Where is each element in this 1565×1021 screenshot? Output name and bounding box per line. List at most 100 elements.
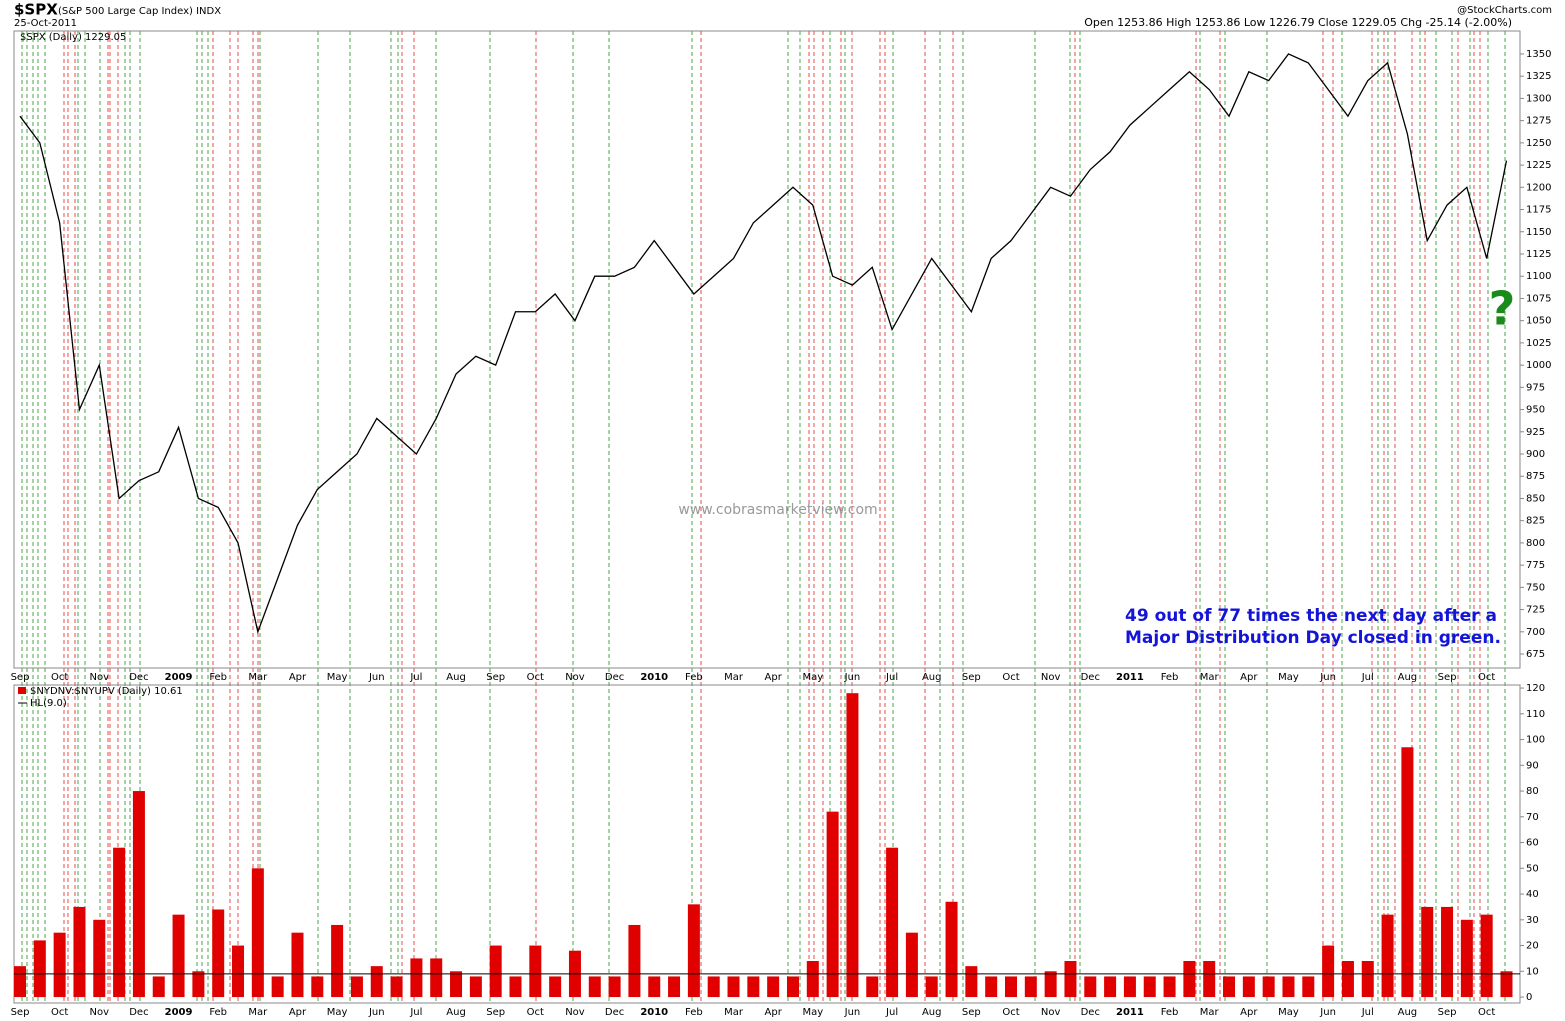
bar bbox=[1203, 961, 1216, 998]
x-tick-label: Feb bbox=[209, 1007, 227, 1018]
bar bbox=[886, 847, 899, 998]
index-name: (S&P 500 Large Cap Index) INDX bbox=[58, 6, 221, 17]
x-tick-label: Aug bbox=[446, 672, 466, 683]
date: 25-Oct-2011 bbox=[14, 18, 77, 29]
x-tick-label: Apr bbox=[765, 1007, 783, 1018]
y-tick-label: 10 bbox=[1526, 966, 1539, 977]
bar bbox=[1123, 976, 1136, 998]
x-tick-label: Oct bbox=[527, 672, 544, 683]
x-tick-label: Oct bbox=[1478, 672, 1495, 683]
x-tick-label: Jul bbox=[885, 1007, 898, 1018]
x-tick-label: Jun bbox=[844, 1007, 861, 1018]
bar bbox=[1005, 976, 1017, 998]
price-panel bbox=[13, 30, 1521, 669]
x-tick-label: Aug bbox=[922, 1007, 942, 1018]
price-legend: $SPX (Daily) 1229.05 bbox=[20, 32, 126, 43]
y-tick-label: 120 bbox=[1526, 683, 1545, 694]
x-tick-label: Jun bbox=[1319, 672, 1336, 683]
x-tick-label: Aug bbox=[446, 1007, 466, 1018]
y-tick-label: 1300 bbox=[1526, 93, 1551, 104]
y-tick-label: 1200 bbox=[1526, 182, 1551, 193]
y-tick-label: 60 bbox=[1526, 838, 1539, 849]
x-tick-label: Nov bbox=[565, 1007, 585, 1018]
bar bbox=[1361, 961, 1374, 998]
x-tick-label: Nov bbox=[565, 672, 585, 683]
x-tick-label: Sep bbox=[1438, 672, 1457, 683]
bar bbox=[588, 976, 601, 998]
x-tick-label: Sep bbox=[962, 1007, 981, 1018]
y-tick-label: 70 bbox=[1526, 812, 1539, 823]
bar bbox=[1500, 971, 1513, 998]
x-tick-label: May bbox=[327, 1007, 348, 1018]
bar bbox=[152, 976, 165, 998]
y-tick-label: 950 bbox=[1526, 405, 1545, 416]
x-tick-label: Feb bbox=[685, 672, 703, 683]
x-tick-label: 2010 bbox=[640, 672, 668, 683]
bar bbox=[410, 958, 423, 998]
bar bbox=[14, 966, 26, 998]
bar bbox=[985, 976, 998, 998]
x-tick-label: Mar bbox=[1200, 1007, 1220, 1018]
bar bbox=[1143, 976, 1156, 998]
bar bbox=[846, 693, 859, 998]
bar bbox=[1024, 976, 1037, 998]
x-tick-label: Apr bbox=[765, 672, 783, 683]
bar bbox=[1341, 961, 1354, 998]
x-tick-label: Nov bbox=[1041, 1007, 1061, 1018]
x-tick-label: Sep bbox=[962, 672, 981, 683]
bar bbox=[767, 976, 780, 998]
y-tick-label: 1325 bbox=[1526, 71, 1551, 82]
bar bbox=[1401, 747, 1414, 998]
x-tick-label: Mar bbox=[1200, 672, 1220, 683]
bar bbox=[806, 961, 819, 998]
bar bbox=[390, 976, 403, 998]
x-tick-label: May bbox=[1278, 672, 1299, 683]
bar bbox=[1460, 919, 1473, 998]
bar bbox=[509, 976, 522, 998]
x-tick-label: Dec bbox=[129, 1007, 148, 1018]
bar bbox=[1322, 945, 1335, 998]
x-tick-label: Sep bbox=[11, 672, 30, 683]
ratio-legend: $NYDNV:$NYUPV (Daily) 10.61 bbox=[30, 686, 183, 697]
y-tick-label: 750 bbox=[1526, 582, 1545, 593]
quote: Open 1253.86 High 1253.86 Low 1226.79 Cl… bbox=[1084, 16, 1512, 29]
x-tick-label: Oct bbox=[51, 1007, 68, 1018]
bar bbox=[73, 906, 86, 998]
bar bbox=[786, 976, 799, 998]
bar bbox=[1183, 961, 1196, 998]
bar bbox=[232, 945, 245, 998]
bar bbox=[370, 966, 383, 998]
y-tick-label: 900 bbox=[1526, 449, 1545, 460]
y-tick-label: 50 bbox=[1526, 863, 1539, 874]
y-tick-label: 1075 bbox=[1526, 293, 1551, 304]
bar bbox=[1282, 976, 1295, 998]
bar bbox=[53, 932, 66, 998]
x-tick-label: 2011 bbox=[1116, 1007, 1144, 1018]
bar bbox=[1223, 976, 1236, 998]
x-tick-label: Feb bbox=[1161, 1007, 1179, 1018]
y-tick-label: 1025 bbox=[1526, 338, 1551, 349]
bar bbox=[1421, 906, 1434, 998]
y-tick-label: 100 bbox=[1526, 735, 1545, 746]
x-tick-label: Aug bbox=[1398, 672, 1418, 683]
x-tick-label: Jun bbox=[368, 672, 385, 683]
y-tick-label: 80 bbox=[1526, 786, 1539, 797]
y-tick-label: 1275 bbox=[1526, 116, 1551, 127]
bar bbox=[331, 924, 344, 998]
bar bbox=[608, 976, 621, 998]
legend-swatch bbox=[18, 687, 26, 694]
bar bbox=[1064, 961, 1077, 998]
x-tick-label: 2010 bbox=[640, 1007, 668, 1018]
bar bbox=[1381, 914, 1394, 998]
x-tick-label: Sep bbox=[486, 672, 505, 683]
x-tick-label: Jul bbox=[1361, 1007, 1374, 1018]
x-tick-label: Mar bbox=[724, 672, 744, 683]
bar bbox=[925, 976, 938, 998]
bar bbox=[1044, 971, 1057, 998]
bar bbox=[826, 811, 839, 998]
bar bbox=[350, 976, 363, 998]
x-tick-label: Nov bbox=[90, 672, 110, 683]
y-tick-label: 0 bbox=[1526, 992, 1532, 1003]
bar bbox=[1163, 976, 1176, 998]
x-tick-label: Feb bbox=[685, 1007, 703, 1018]
